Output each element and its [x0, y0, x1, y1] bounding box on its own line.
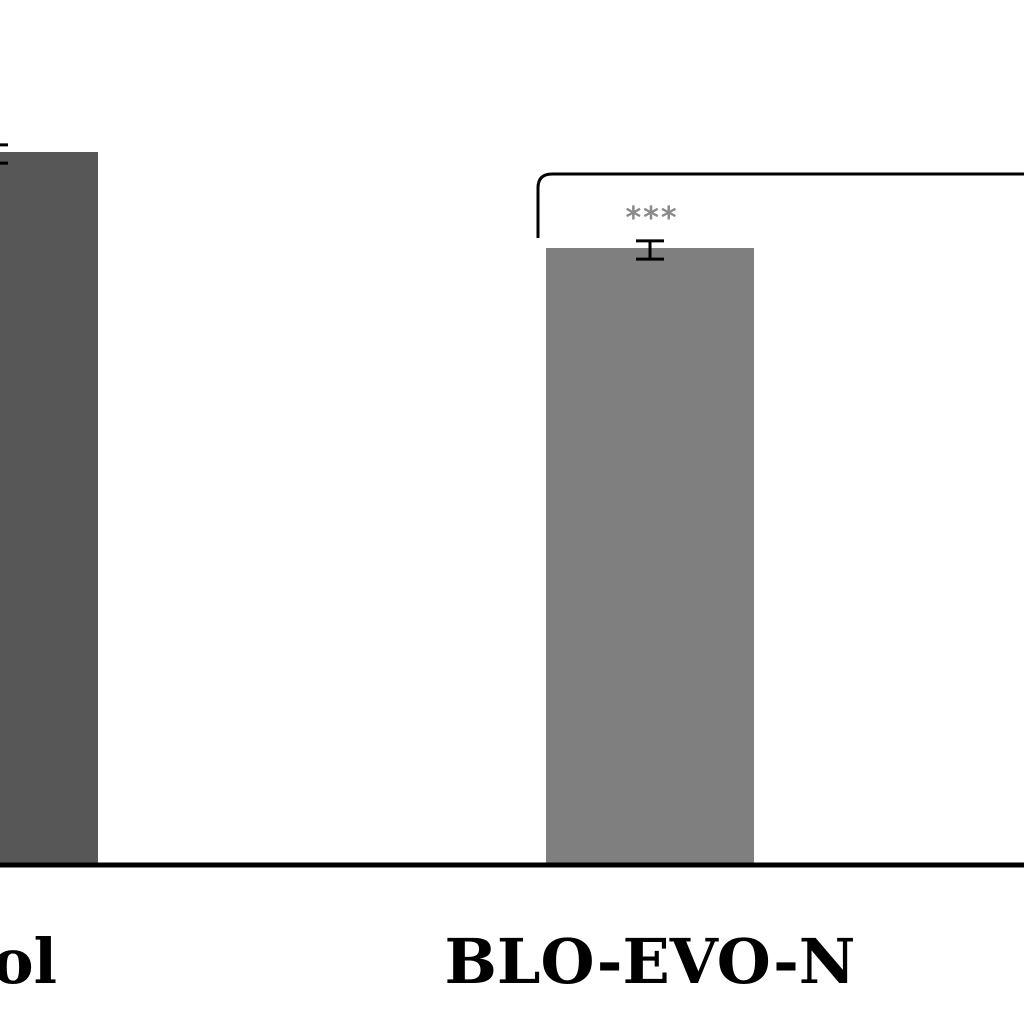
- bar-0: [0, 152, 98, 863]
- significance-bracket: [536, 172, 1024, 238]
- bars-group: [0, 152, 754, 864]
- annotations-group: ***: [536, 172, 1024, 238]
- error-bars-group: [0, 143, 664, 261]
- error-bar-1: [636, 239, 664, 261]
- category-label-0: trol: [0, 925, 57, 998]
- category-label-1: BLO-EVO-N: [445, 925, 856, 998]
- error-bar-0: [0, 143, 8, 165]
- significance-stars: ***: [625, 201, 678, 236]
- category-labels-group: trol BLO-EVO-N: [0, 925, 855, 998]
- bar-1: [546, 247, 754, 864]
